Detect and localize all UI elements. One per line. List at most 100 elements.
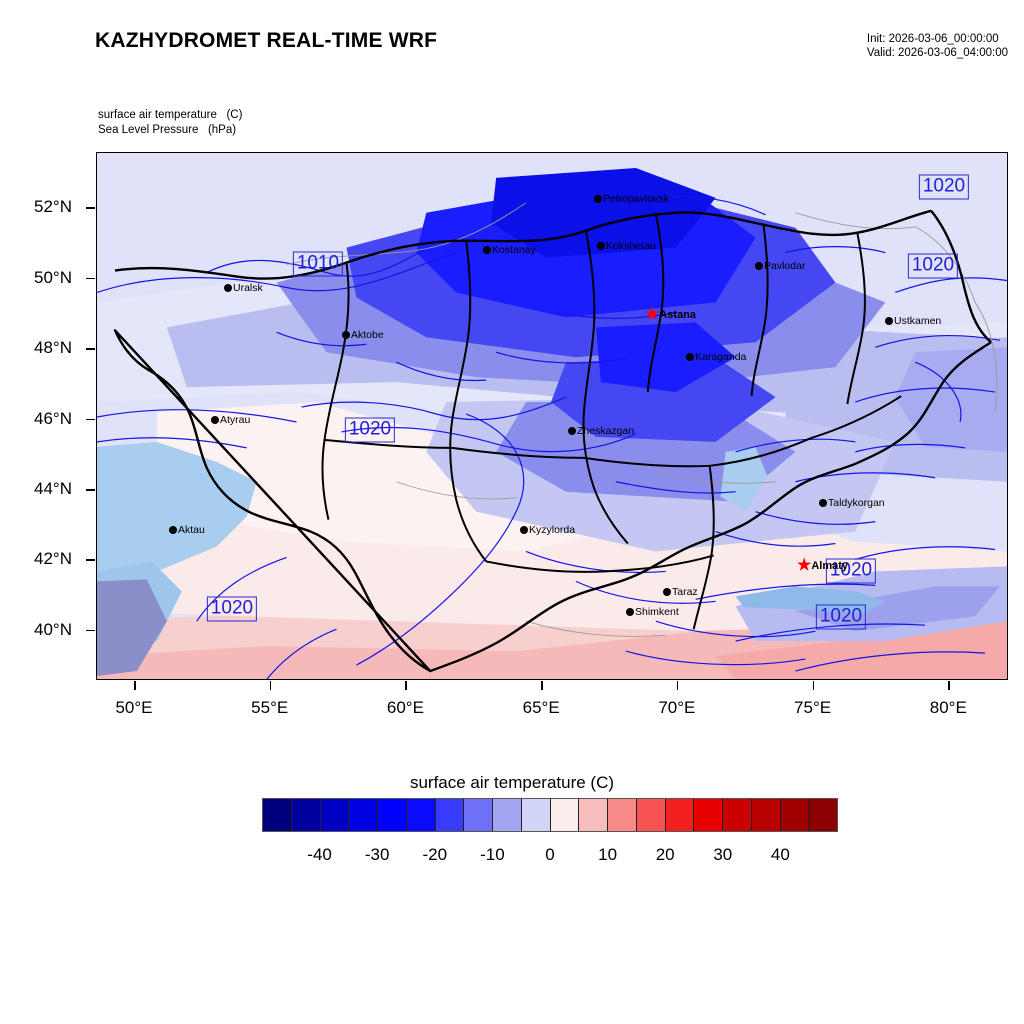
city-marker-petropavlovsk[interactable]: Petropavlovsk (593, 193, 669, 205)
city-marker-shimkent[interactable]: Shimkent (625, 606, 679, 618)
lat-tick-mark (86, 629, 95, 632)
field-label-temperature: surface air temperature (C) (98, 109, 243, 121)
city-marker-aktau[interactable]: Aktau (168, 524, 205, 536)
star-icon: ★ (797, 557, 812, 574)
field-labels: surface air temperature (C) Sea Level Pr… (98, 108, 242, 138)
valid-time: Valid: 2026-03-06_04:00:00 (866, 47, 1008, 59)
lon-tick-label: 60°E (386, 698, 424, 717)
dot-icon (626, 608, 634, 616)
colorbar-tick-label: 10 (598, 845, 618, 864)
capital-marker-astana[interactable]: ★ Astana (645, 306, 697, 323)
isobar-contours (97, 195, 1007, 679)
temp-band-se-mtn2 (795, 586, 1001, 632)
city-marker-kokshetau[interactable]: Kokshetau (596, 240, 656, 252)
isobar-label: 1010 (292, 251, 344, 277)
city-label: Aktau (178, 524, 205, 536)
colorbar-title: surface air temperature (C) (409, 773, 615, 792)
isobar-label: 1020 (918, 174, 970, 200)
city-label: Zheskazgan (577, 425, 635, 437)
lat-tick-mark (86, 207, 95, 209)
lat-tick-label: 44°N (34, 478, 72, 498)
colorbar-swatches (262, 798, 838, 832)
dot-icon (594, 195, 602, 203)
colorbar-cell-16 (723, 799, 752, 831)
city-marker-kyzylorda[interactable]: Kyzylorda (519, 524, 575, 536)
city-marker-aktobe[interactable]: Aktobe (341, 329, 384, 341)
dot-icon (342, 331, 350, 339)
lat-tick-mark (86, 418, 95, 421)
lon-tick-mark (948, 681, 950, 690)
init-time: Init: 2026-03-06_00:00:00 (866, 33, 999, 45)
city-label: Uralsk (233, 282, 263, 294)
colorbar-tick-label: -30 (364, 845, 390, 864)
city-marker-karaganda[interactable]: Karaganda (685, 351, 746, 363)
star-icon: ★ (645, 306, 660, 323)
field-label-pressure: Sea Level Pressure (hPa) (98, 124, 237, 136)
model-timestamps: Init: 2026-03-06_00:00:00 Valid: 2026-03-… (867, 32, 1008, 60)
city-label: Pavlodar (764, 260, 806, 272)
dot-icon (819, 499, 827, 507)
map-canvas (97, 153, 1007, 679)
city-marker-taraz[interactable]: Taraz (662, 586, 698, 598)
colorbar-cell-13 (636, 799, 666, 831)
city-label: Almaty (811, 560, 849, 572)
colorbar-cell-6 (435, 799, 465, 831)
city-marker-uralsk[interactable]: Uralsk (223, 282, 263, 294)
colorbar-cell-18 (780, 799, 810, 831)
colorbar-cell-2 (320, 799, 350, 831)
balkhash-lake (735, 586, 886, 614)
city-label: Kostanay (492, 244, 536, 256)
city-label: Kokshetau (606, 240, 656, 252)
lon-tick-mark (405, 681, 408, 690)
lon-tick-mark (134, 681, 136, 690)
dot-icon (568, 427, 576, 435)
city-marker-zheskazgan[interactable]: Zheskazgan (567, 425, 634, 437)
national-border (113, 209, 992, 673)
isobar-label: 1020 (206, 596, 258, 622)
colorbar-tick-label: 30 (713, 845, 733, 864)
colorbar[interactable] (262, 798, 838, 832)
dot-icon (663, 588, 671, 596)
colorbar-cell-17 (751, 799, 781, 831)
lon-tick-label: 65°E (522, 698, 560, 717)
colorbar-cell-9 (521, 799, 551, 831)
weather-map[interactable]: 1010 1020 1020 1020 1020 1020 1020 Petropavlov… (96, 152, 1008, 680)
city-marker-ustkamen[interactable]: Ustkamen (884, 315, 941, 327)
colorbar-cell-19 (809, 799, 837, 831)
lat-tick-label: 52°N (34, 197, 72, 217)
city-marker-pavlodar[interactable]: Pavlodar (754, 260, 805, 272)
dot-icon (169, 526, 177, 534)
lon-tick-label: 55°E (251, 698, 289, 717)
temp-band-warm-deep (715, 621, 1007, 679)
oblast-boundaries (321, 212, 902, 630)
city-label: Astana (659, 309, 697, 321)
colorbar-cell-5 (406, 799, 436, 831)
city-marker-taldykorgan[interactable]: Taldykorgan (818, 497, 885, 509)
city-marker-kostanay[interactable]: Kostanay (482, 244, 536, 256)
dot-icon (885, 317, 893, 325)
lon-tick-label: 70°E (658, 698, 696, 717)
colorbar-tick-label: 40 (770, 845, 790, 864)
colorbar-tick-label: 0 (545, 845, 555, 864)
colorbar-cell-10 (550, 799, 580, 831)
dot-icon (597, 242, 605, 250)
temp-band-ne (895, 347, 1007, 452)
lat-tick-label: 42°N (34, 549, 72, 569)
isobar-label: 1020 (815, 604, 867, 630)
isobar-label: 1020 (907, 253, 959, 279)
colorbar-cell-15 (694, 799, 723, 831)
city-label: Kyzylorda (529, 524, 576, 536)
city-marker-atyrau[interactable]: Atyrau (210, 414, 250, 426)
lon-tick-mark (541, 681, 543, 690)
lat-tick-mark (86, 348, 95, 350)
capital-marker-almaty[interactable]: ★ Almaty (797, 557, 849, 574)
caspian-deep (97, 579, 167, 677)
lat-tick-label: 50°N (34, 267, 72, 287)
isobar-label: 1020 (344, 417, 396, 443)
colorbar-cell-8 (493, 799, 522, 831)
city-label: Petropavlovsk (603, 193, 669, 205)
city-label: Atyrau (220, 414, 251, 426)
colorbar-tick-label: -40 (307, 845, 332, 864)
dot-icon (686, 353, 694, 361)
lat-tick-label: 46°N (34, 408, 72, 428)
